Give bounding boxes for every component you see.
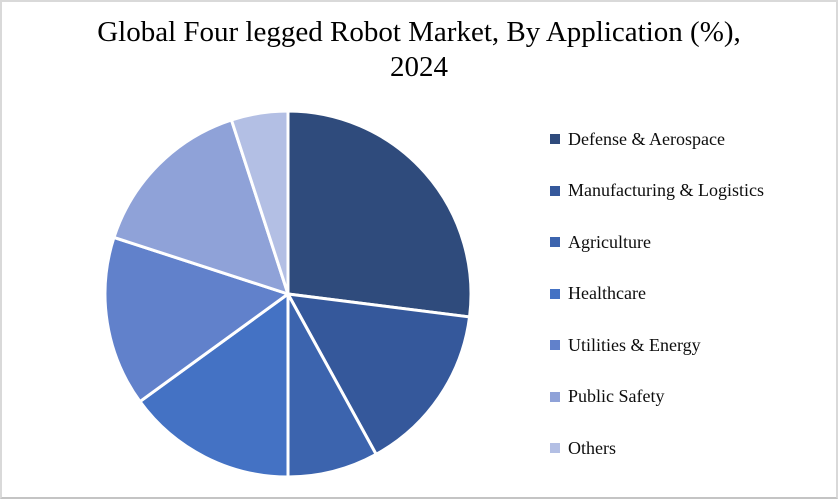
- legend-item-manufacturing-logistics: Manufacturing & Logistics: [550, 180, 764, 201]
- legend-marker-icon: [550, 391, 560, 402]
- legend-item-defense-aerospace: Defense & Aerospace: [550, 129, 764, 149]
- legend: Defense & Aerospace Manufacturing & Logis…: [550, 129, 764, 458]
- legend-label: Defense & Aerospace: [568, 128, 725, 149]
- pie-slice-others: [229, 109, 290, 296]
- legend-item-utilities-energy: Utilities & Energy: [550, 335, 764, 355]
- pie-slice-healthcare: [138, 292, 290, 479]
- pie-slice-utilities-energy: [103, 235, 290, 404]
- pie-slice-defense-aerospace: [286, 109, 473, 319]
- legend-marker-icon: [550, 340, 560, 350]
- legend-label: Public Safety: [568, 386, 665, 406]
- legend-marker-icon: [550, 443, 560, 453]
- chart-title-text: Global Four legged Robot Market, By Appl…: [97, 16, 741, 83]
- legend-label: Healthcare: [568, 283, 646, 303]
- legend-label: Manufacturing & Logistics: [568, 180, 764, 200]
- legend-marker-icon: [550, 185, 560, 196]
- legend-marker-icon: [550, 288, 560, 299]
- legend-item-healthcare: Healthcare: [550, 283, 764, 304]
- legend-label: Agriculture: [568, 231, 651, 252]
- pie-slice-agriculture: [286, 292, 378, 479]
- legend-item-public-safety: Public Safety: [550, 386, 764, 407]
- legend-label: Utilities & Energy: [568, 334, 701, 355]
- legend-item-agriculture: Agriculture: [550, 232, 764, 252]
- legend-marker-icon: [550, 237, 560, 247]
- pie-slice-manufacturing-logistics: [286, 292, 472, 456]
- pie-chart: [103, 109, 473, 479]
- legend-marker-icon: [550, 134, 560, 144]
- legend-label: Others: [568, 437, 616, 458]
- chart-title: Global Four legged Robot Market, By Appl…: [2, 15, 836, 85]
- legend-item-others: Others: [550, 438, 764, 458]
